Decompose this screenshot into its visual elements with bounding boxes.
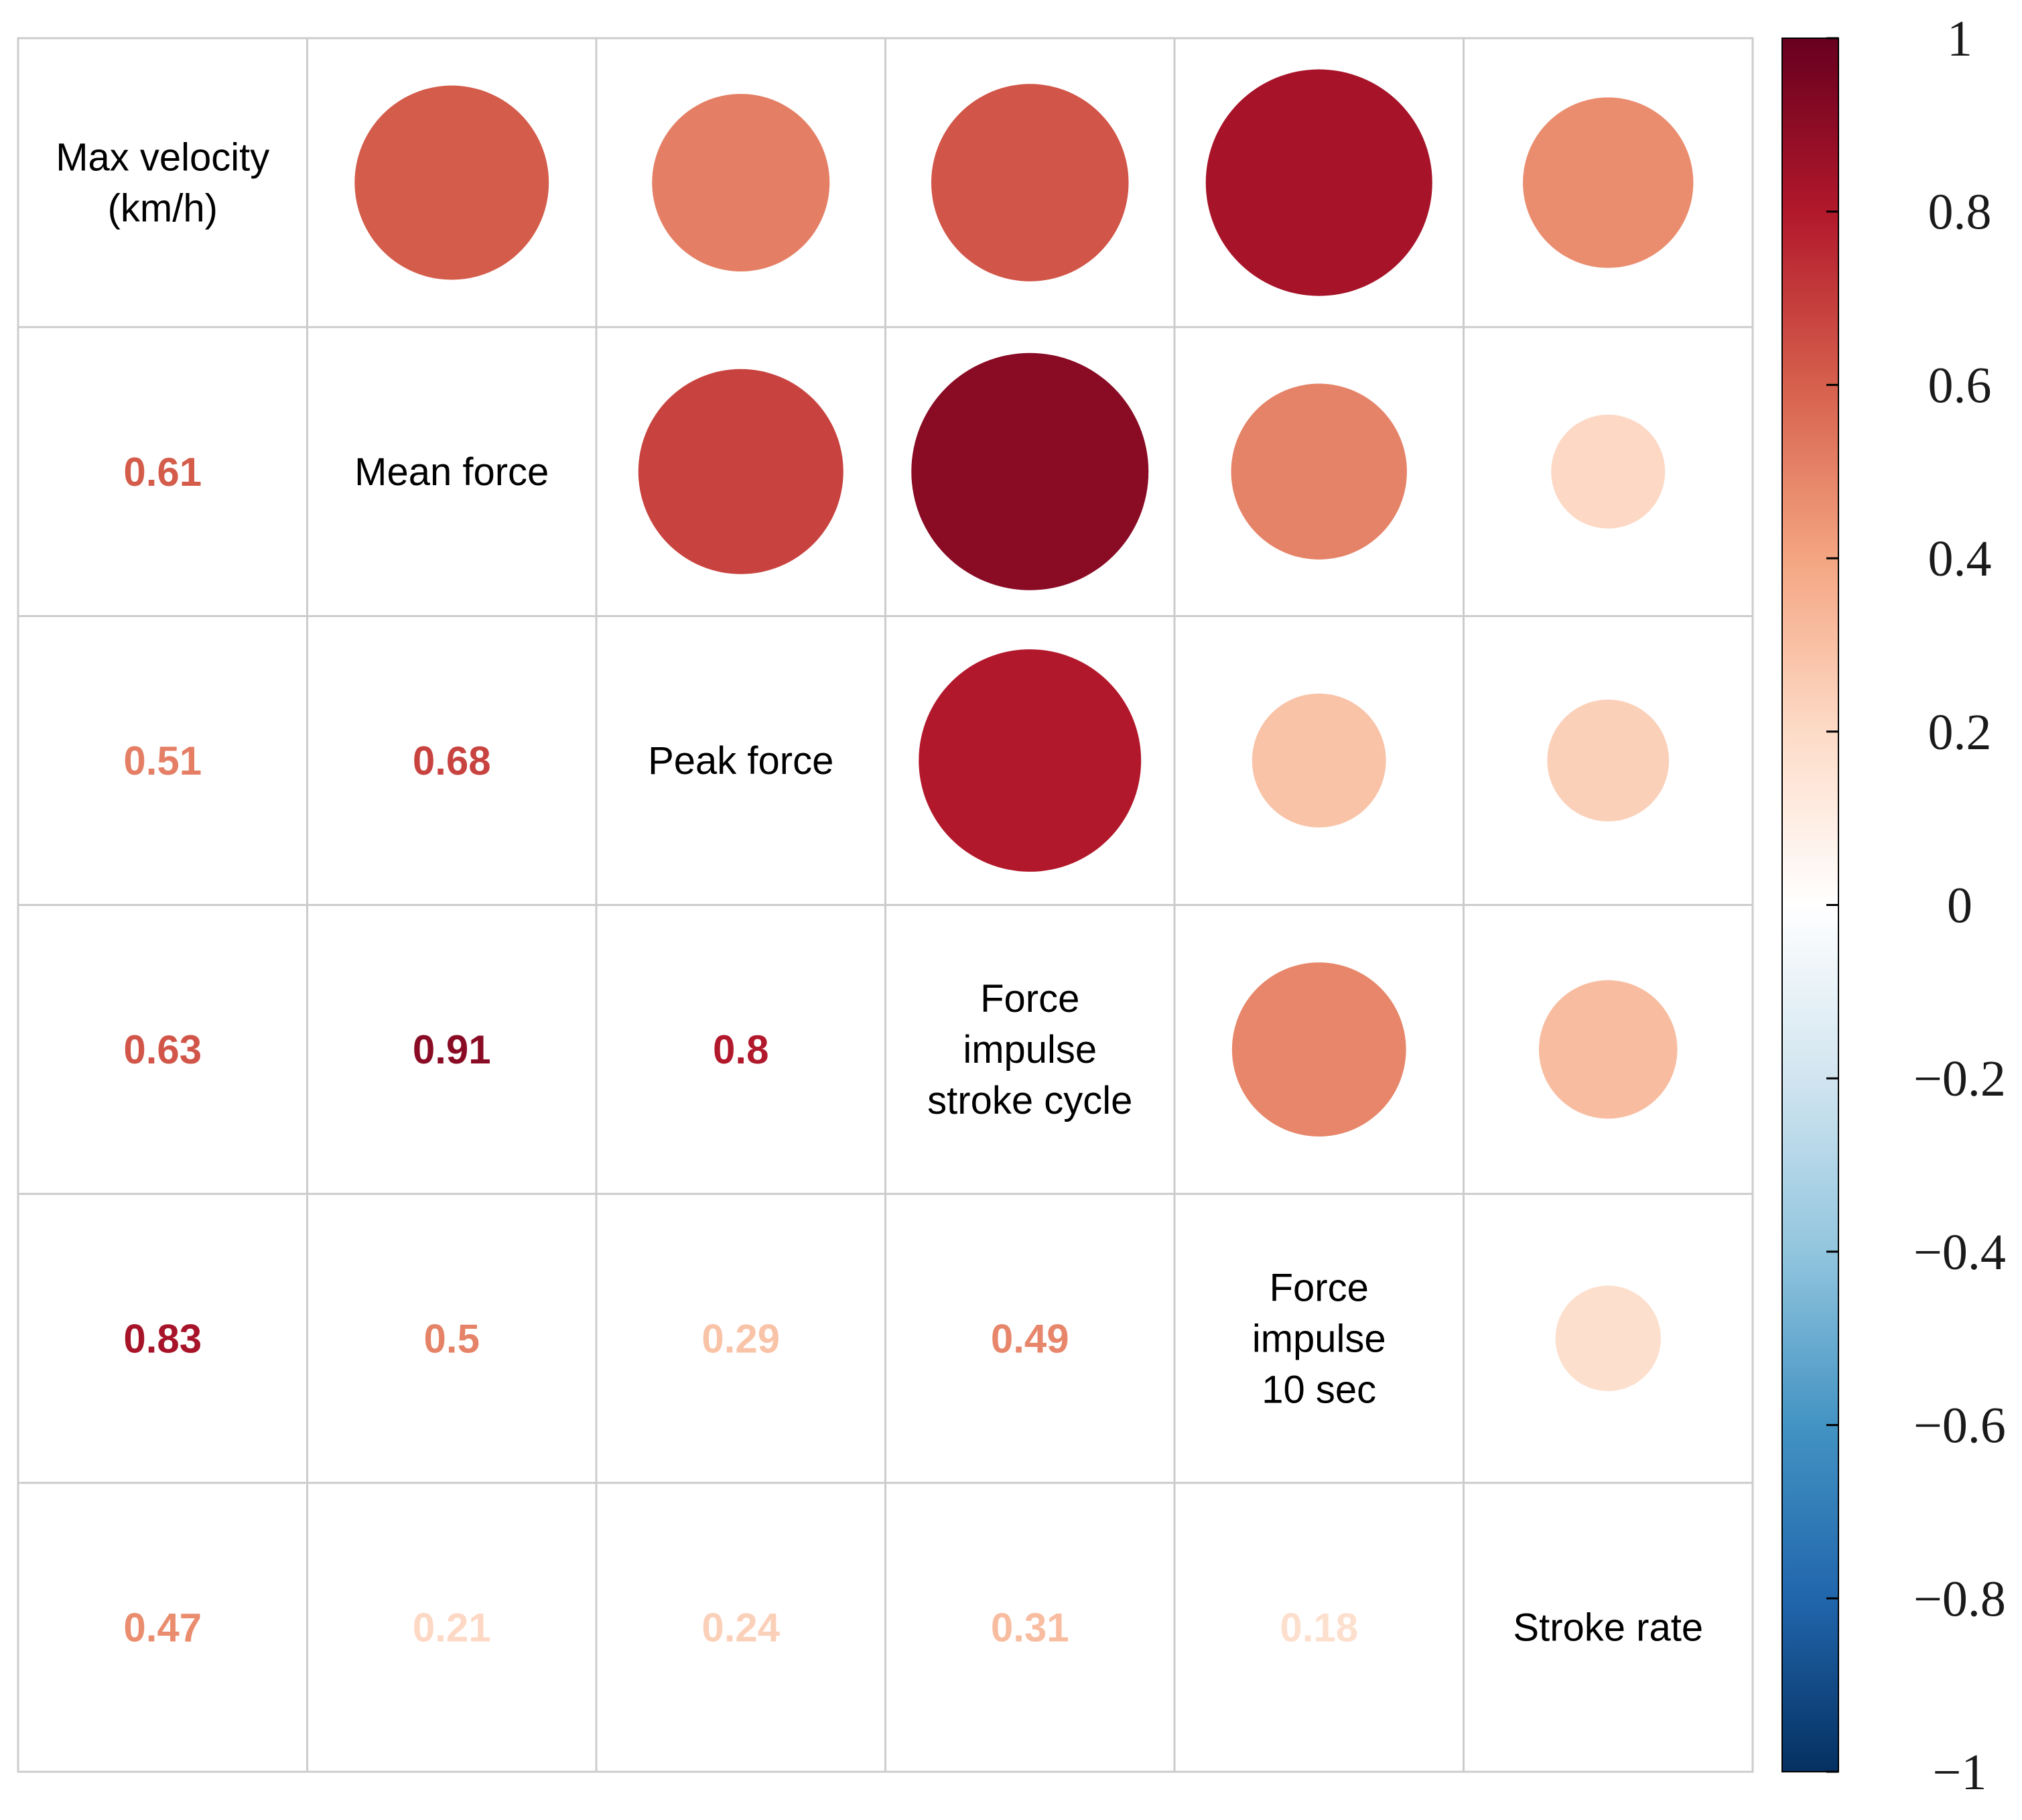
correlation-value: 0.91 (413, 1027, 491, 1072)
colorbar-tick-label: 0 (1947, 878, 1972, 934)
colorbar-tick-label: 0.2 (1928, 704, 1992, 761)
correlation-circle (1252, 693, 1386, 828)
variable-label: Stroke rate (1513, 1606, 1703, 1649)
variable-label-line: 10 sec (1262, 1368, 1376, 1411)
correlation-value: 0.24 (701, 1605, 780, 1650)
correlation-circle (1523, 97, 1694, 268)
variable-label-line: Force (1270, 1266, 1369, 1309)
correlation-value: 0.5 (424, 1316, 480, 1361)
correlation-circle (931, 84, 1129, 281)
variable-label-line: Max velocity (56, 136, 269, 180)
variable-label-line: impulse (963, 1028, 1097, 1071)
colorbar-tick-label: −0.6 (1913, 1398, 2006, 1454)
colorbar-tick-label: −0.8 (1913, 1571, 2006, 1627)
correlation-value: 0.18 (1280, 1605, 1358, 1650)
correlation-value: 0.21 (413, 1605, 491, 1650)
correlation-value: 0.8 (713, 1027, 768, 1072)
variable-label-line: Stroke rate (1513, 1606, 1703, 1649)
correlation-value: 0.61 (123, 450, 202, 495)
colorbar-tick-label: −0.4 (1913, 1224, 2006, 1281)
colorbar-tick-label: −0.2 (1913, 1051, 2006, 1107)
correlation-circle (1231, 383, 1407, 560)
correlation-value: 0.63 (123, 1027, 202, 1072)
variable-label-line: Mean force (354, 450, 549, 494)
colorbar: 1 0.8 0.6 0.4 0.2 0 −0.2 −0.4 −0.6 −0.8 −1 (1781, 11, 2006, 1801)
variable-label: Force impulse stroke cycle (927, 977, 1132, 1122)
matrix-grid (17, 37, 1754, 1773)
variable-label-line: impulse (1252, 1317, 1386, 1360)
correlation-value: 0.68 (413, 738, 491, 783)
variable-label: Mean force (354, 450, 549, 494)
correlation-circle (1551, 414, 1666, 529)
correlation-circle (1555, 1285, 1661, 1391)
correlation-circle (911, 352, 1149, 590)
matrix-text: Max velocity (km/h) 0.61 Mean force 0.51 0.68… (56, 136, 1703, 1650)
correlation-value: 0.47 (123, 1605, 202, 1650)
colorbar-tick-label: −1 (1933, 1744, 1987, 1801)
correlation-value: 0.51 (123, 738, 202, 783)
variable-label: Force impulse 10 sec (1252, 1266, 1386, 1411)
variable-label-line: Force (980, 977, 1079, 1021)
correlation-circle (1231, 962, 1406, 1136)
correlation-value: 0.31 (991, 1605, 1069, 1650)
colorbar-tick-label: 1 (1947, 11, 1972, 67)
correlation-value: 0.83 (123, 1316, 202, 1361)
correlation-value: 0.49 (991, 1316, 1069, 1361)
variable-label-line: Peak force (648, 739, 833, 783)
variable-label-line: stroke cycle (927, 1079, 1132, 1122)
correlation-circle (652, 94, 830, 272)
correlation-value: 0.29 (701, 1316, 780, 1361)
colorbar-tick-label: 0.6 (1928, 357, 1992, 413)
correlation-circle (354, 85, 549, 280)
correlation-circles (354, 69, 1694, 1391)
colorbar-tick-label: 0.4 (1928, 531, 1992, 587)
correlation-circle (638, 369, 844, 574)
correlation-circle (1205, 69, 1432, 296)
variable-label: Max velocity (km/h) (56, 136, 269, 231)
variable-label-line: (km/h) (108, 187, 218, 231)
variable-label: Peak force (648, 739, 833, 783)
correlation-circle (1538, 980, 1678, 1119)
colorbar-tick-label: 0.8 (1928, 184, 1992, 241)
correlation-circle (919, 649, 1142, 872)
correlation-circle (1547, 700, 1670, 822)
